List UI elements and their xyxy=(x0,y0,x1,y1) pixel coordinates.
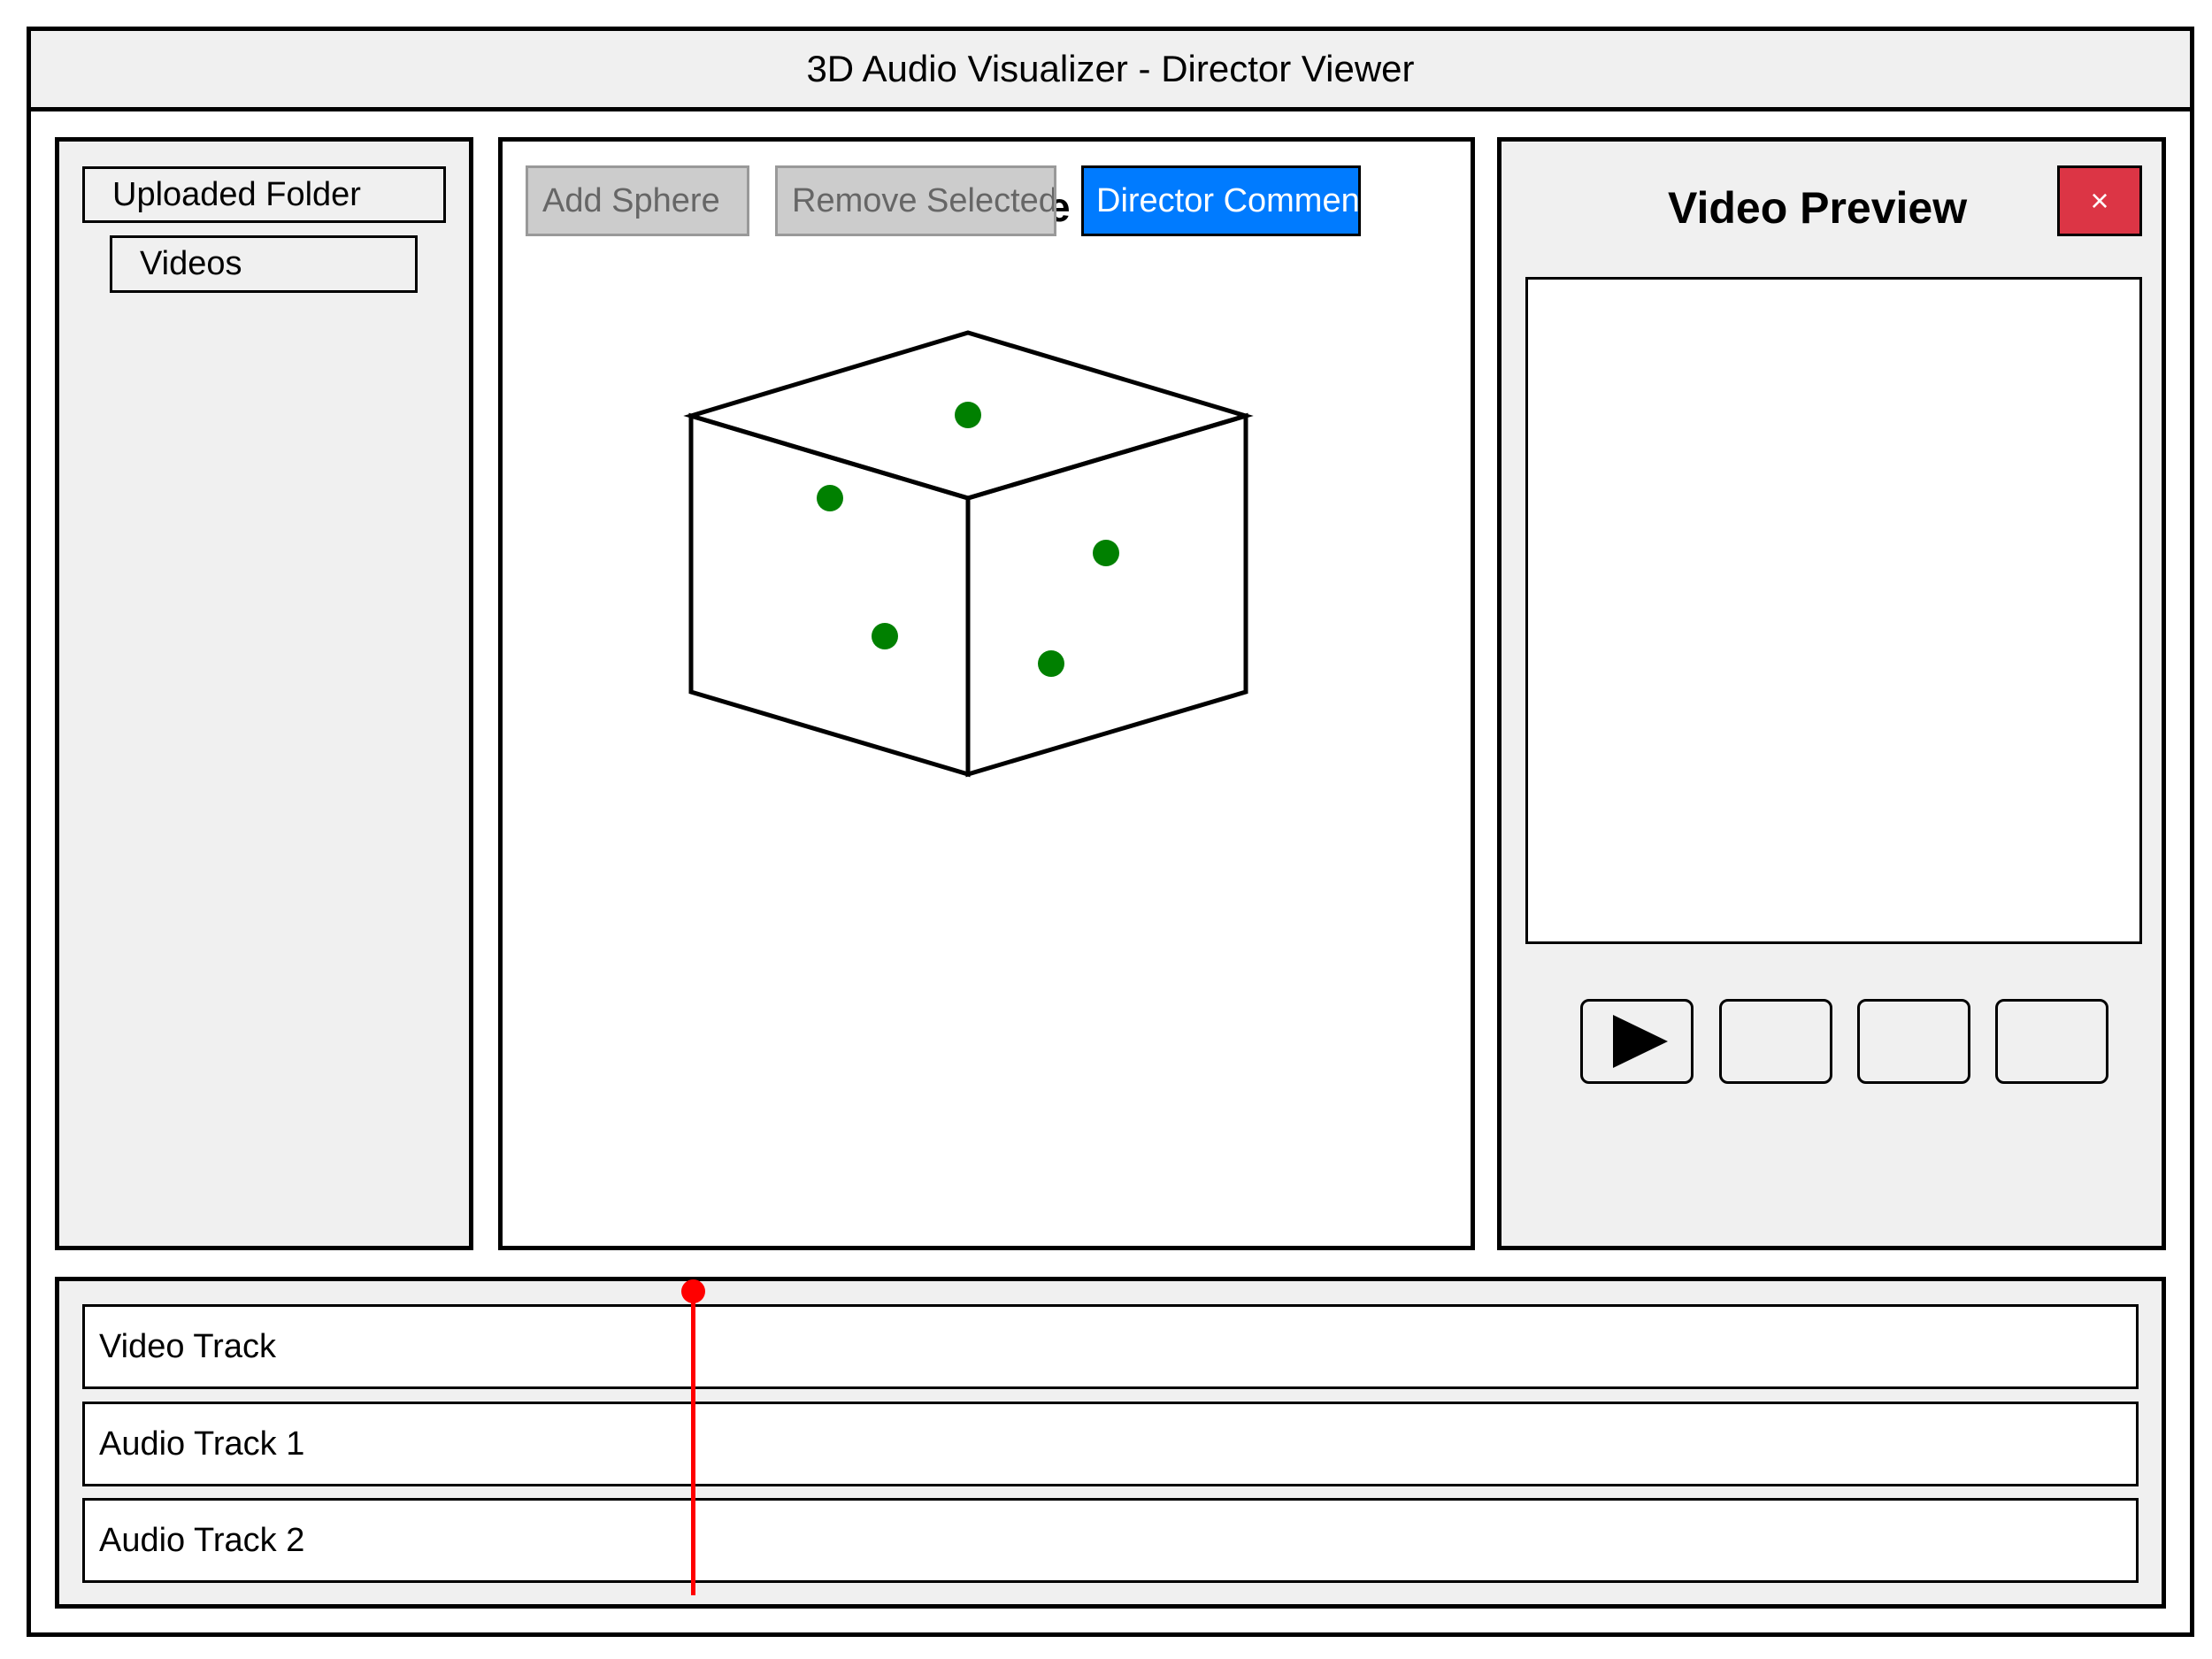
track-label: Audio Track 2 xyxy=(99,1521,305,1559)
remove-selected-button[interactable]: Remove Selected xyxy=(775,165,1056,236)
timeline-track-audio-2[interactable]: Audio Track 2 xyxy=(82,1498,2139,1583)
sidebar-item-videos[interactable]: Videos xyxy=(110,235,418,293)
control-button-2[interactable] xyxy=(1719,999,1832,1084)
play-button[interactable] xyxy=(1580,999,1694,1084)
video-preview-title: Video Preview xyxy=(1668,183,1968,233)
title-bar: 3D Audio Visualizer - Director Viewer xyxy=(27,27,2194,111)
audio-sphere[interactable] xyxy=(817,485,843,511)
add-sphere-button[interactable]: Add Sphere xyxy=(526,165,749,236)
file-browser-sidebar xyxy=(55,137,473,1250)
cube-left-face xyxy=(688,412,971,778)
3d-viewer-panel[interactable] xyxy=(498,137,1475,1250)
playhead-line[interactable] xyxy=(691,1290,695,1595)
close-button[interactable]: × xyxy=(2057,165,2142,236)
video-display-area[interactable] xyxy=(1525,277,2142,944)
audio-sphere[interactable] xyxy=(955,402,981,428)
audio-sphere[interactable] xyxy=(872,623,898,649)
control-button-3[interactable] xyxy=(1857,999,1970,1084)
cube-right-face xyxy=(965,412,1248,778)
timeline-track-video[interactable]: Video Track xyxy=(82,1304,2139,1389)
uploaded-folder-item[interactable]: Uploaded Folder xyxy=(82,166,446,223)
track-label: Video Track xyxy=(99,1327,276,1365)
director-comment-button[interactable]: Director Comment xyxy=(1081,165,1361,236)
audio-sphere[interactable] xyxy=(1093,540,1119,566)
timeline-track-audio-1[interactable]: Audio Track 1 xyxy=(82,1402,2139,1486)
playhead-handle[interactable] xyxy=(681,1279,705,1303)
window-title: 3D Audio Visualizer - Director Viewer xyxy=(806,48,1415,89)
control-button-4[interactable] xyxy=(1995,999,2108,1084)
audio-sphere[interactable] xyxy=(1038,650,1064,677)
track-label: Audio Track 1 xyxy=(99,1425,305,1463)
play-icon xyxy=(1613,1015,1668,1068)
